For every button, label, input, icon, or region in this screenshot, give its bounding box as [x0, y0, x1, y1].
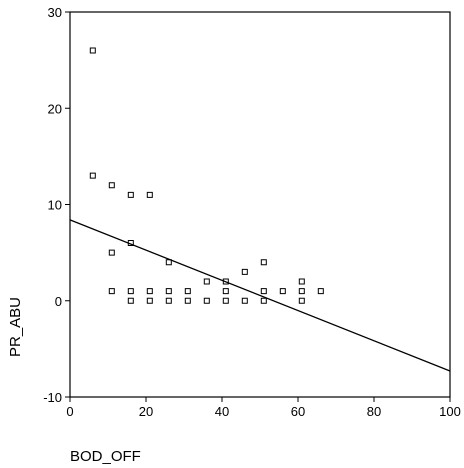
data-point	[279, 288, 286, 295]
data-points	[89, 47, 324, 304]
axis-tick-labels: 0 20 40 60 80 100 -10 0 10 20 30	[43, 5, 461, 419]
y-tick-label: 10	[48, 198, 62, 213]
data-point	[108, 288, 115, 295]
data-point	[165, 297, 172, 304]
x-tick-label: 100	[439, 404, 461, 419]
x-axis-title: BOD_OFF	[70, 448, 141, 465]
y-tick-label: 20	[48, 101, 62, 116]
regression-line	[69, 219, 451, 372]
data-point	[146, 297, 153, 304]
data-point	[222, 288, 229, 295]
y-tick-label: 30	[48, 5, 62, 20]
x-tick-label: 80	[367, 404, 381, 419]
data-point	[260, 297, 267, 304]
y-tick-label: -10	[43, 390, 62, 405]
y-tick-label: 0	[55, 294, 62, 309]
data-point	[89, 47, 96, 54]
x-tick-label: 20	[139, 404, 153, 419]
data-point	[203, 278, 210, 285]
data-point	[298, 297, 305, 304]
plot-area-frame	[69, 11, 451, 398]
data-point	[298, 278, 305, 285]
data-point	[241, 297, 248, 304]
data-point	[108, 249, 115, 256]
data-point	[127, 191, 134, 198]
data-point	[127, 288, 134, 295]
data-point	[184, 288, 191, 295]
data-point	[127, 297, 134, 304]
data-point	[165, 288, 172, 295]
x-tick-label: 60	[291, 404, 305, 419]
data-point	[298, 288, 305, 295]
data-point	[146, 191, 153, 198]
x-tick-label: 0	[66, 404, 73, 419]
axis-ticks	[65, 11, 451, 402]
data-point	[241, 268, 248, 275]
y-axis-title: PR_ABU	[7, 297, 24, 357]
data-point	[89, 172, 96, 179]
data-point	[260, 288, 267, 295]
data-point	[222, 297, 229, 304]
data-point	[184, 297, 191, 304]
data-point	[146, 288, 153, 295]
x-tick-label: 40	[215, 404, 229, 419]
data-point	[260, 259, 267, 266]
data-point	[203, 297, 210, 304]
data-point	[317, 288, 324, 295]
data-point	[108, 182, 115, 189]
